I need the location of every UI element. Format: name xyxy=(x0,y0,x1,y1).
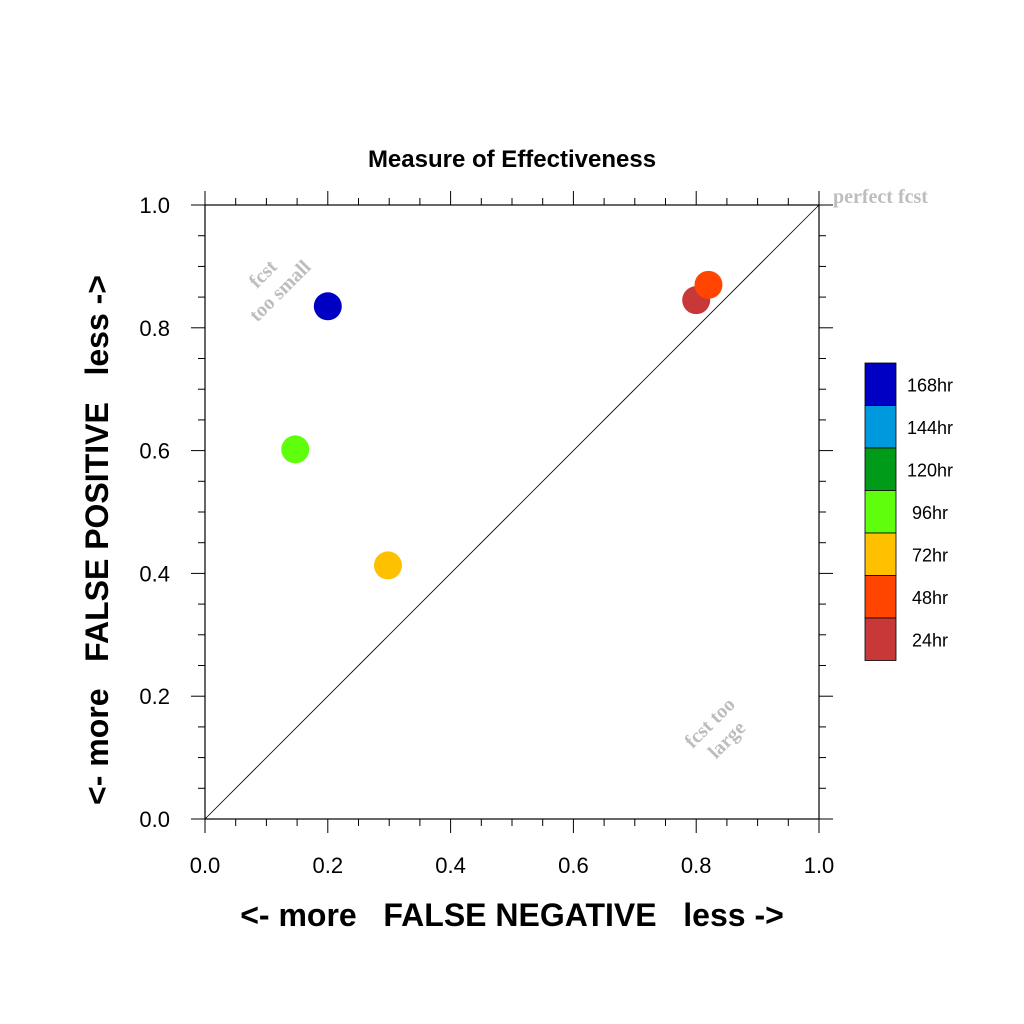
data-point-96hr xyxy=(281,435,310,464)
legend-swatch-120hr xyxy=(864,447,897,491)
legend-swatch-168hr xyxy=(864,362,897,406)
x-tick-label: 1.0 xyxy=(804,853,835,878)
y-tick-label: 0.0 xyxy=(139,807,170,832)
legend-label-72hr: 72hr xyxy=(912,545,948,565)
x-tick-label: 0.2 xyxy=(313,853,344,878)
legend-label-48hr: 48hr xyxy=(912,588,948,608)
data-points xyxy=(281,270,723,580)
data-point-168hr xyxy=(313,292,342,321)
legend-swatch-72hr xyxy=(864,532,897,576)
legend-swatch-48hr xyxy=(864,575,897,619)
legend-label-168hr: 168hr xyxy=(907,375,953,395)
y-tick-label: 1.0 xyxy=(139,193,170,218)
y-tick-label: 0.4 xyxy=(139,561,170,586)
legend-swatch-144hr xyxy=(864,405,897,449)
y-tick-label: 0.6 xyxy=(139,439,170,464)
axis-ticks: 0.0 0.2 0.4 0.6 0.8 1.0 0.0 0.2 0.4 0.6 0.8 1.0 xyxy=(139,191,834,878)
x-tick-label: 0.4 xyxy=(435,853,466,878)
annotation-too-small: fcst too small xyxy=(245,256,316,327)
legend-label-24hr: 24hr xyxy=(912,630,948,650)
legend: 168hr 144hr 120hr 96hr 72hr 48hr 24hr xyxy=(864,362,953,661)
x-tick-label: 0.8 xyxy=(681,853,712,878)
x-axis-label: <- more FALSE NEGATIVE less -> xyxy=(240,897,784,933)
x-tick-label: 0.6 xyxy=(558,853,589,878)
data-point-48hr xyxy=(694,270,723,299)
x-tick-label: 0.0 xyxy=(190,853,221,878)
legend-swatch-96hr xyxy=(864,490,897,534)
annotation-too-large: fcst too large xyxy=(681,694,751,764)
plot-frame xyxy=(204,204,820,820)
annotation-perfect-forecast: perfect fcst xyxy=(833,186,928,208)
y-tick-label: 0.2 xyxy=(139,684,170,709)
data-point-72hr xyxy=(373,551,402,580)
chart-title: Measure of Effectiveness xyxy=(368,146,656,173)
legend-swatch-24hr xyxy=(864,617,897,661)
perfect-forecast-diagonal xyxy=(204,204,820,820)
legend-label-120hr: 120hr xyxy=(907,460,953,480)
legend-label-144hr: 144hr xyxy=(907,418,953,438)
legend-label-96hr: 96hr xyxy=(912,503,948,523)
y-tick-label: 0.8 xyxy=(139,316,170,341)
y-axis-label: <- more FALSE POSITIVE less -> xyxy=(79,275,115,805)
